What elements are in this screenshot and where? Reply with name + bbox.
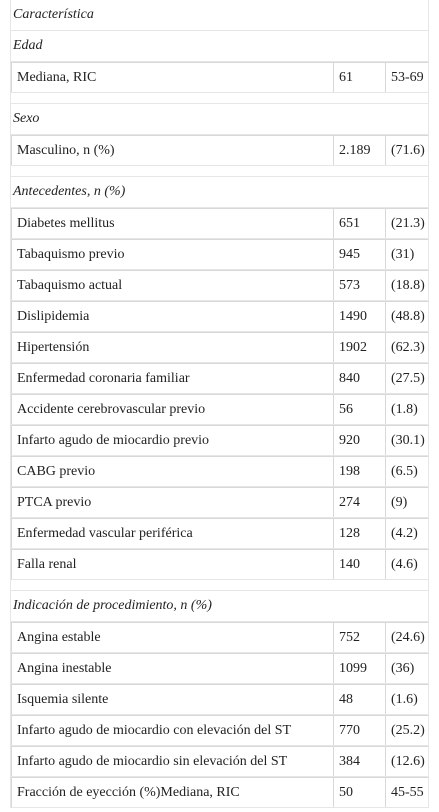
range-cell: (62.3) (385, 333, 430, 362)
label-cell: Mediana, RIC (11, 63, 333, 92)
section-title: Indicación de procedimiento, n (%) (13, 598, 212, 613)
data-row: Isquemia silente 48 (1.6) (10, 684, 429, 715)
label-cell: Accidente cerebrovascular previo (11, 395, 333, 424)
spacer-row (10, 93, 429, 104)
data-row: Accidente cerebrovascular previo 56 (1.8) (10, 394, 429, 425)
range-cell: (30.1) (385, 426, 430, 455)
value-cell: 770 (333, 716, 385, 745)
data-row: Mediana, RIC 61 53-69 (10, 62, 429, 93)
value-cell: 384 (333, 747, 385, 776)
range-cell: (36) (385, 654, 430, 683)
label-cell: Infarto agudo de miocardio con elevación… (11, 716, 333, 745)
value-cell: 920 (333, 426, 385, 455)
data-row: Dislipidemia 1490 (48.8) (10, 301, 429, 332)
value-cell: 50 (333, 778, 385, 807)
label-cell: Fracción de eyección (%)Mediana, RIC (11, 778, 333, 807)
range-cell: 53-69 (385, 63, 430, 92)
label-cell: Tabaquismo actual (11, 271, 333, 300)
label-cell: Enfermedad coronaria familiar (11, 364, 333, 393)
section-title: Sexo (13, 111, 40, 126)
data-row: Falla renal 140 (4.6) (10, 549, 429, 580)
range-cell: (4.6) (385, 550, 430, 579)
range-cell: (6.5) (385, 457, 430, 486)
value-cell: 198 (333, 457, 385, 486)
data-row: Enfermedad vascular periférica 128 (4.2) (10, 518, 429, 549)
data-row: Masculino, n (%) 2.189 (71.6) (10, 135, 429, 166)
label-cell: Falla renal (11, 550, 333, 579)
spacer-row (10, 580, 429, 591)
value-cell: 573 (333, 271, 385, 300)
data-row: Enfermedad coronaria familiar 840 (27.5) (10, 363, 429, 394)
range-cell: (24.6) (385, 623, 430, 652)
section-row: Antecedentes, n (%) (10, 177, 429, 208)
label-cell: Angina estable (11, 623, 333, 652)
section-row: Indicación de procedimiento, n (%) (10, 591, 429, 622)
label-cell: Infarto agudo de miocardio sin elevación… (11, 747, 333, 776)
data-row: Infarto agudo de miocardio con elevación… (10, 715, 429, 746)
range-cell: (18.8) (385, 271, 430, 300)
value-cell: 128 (333, 519, 385, 548)
spacer-row (10, 166, 429, 177)
value-cell: 1099 (333, 654, 385, 683)
header-cell: Característica (13, 7, 94, 22)
label-cell: Infarto agudo de miocardio previo (11, 426, 333, 455)
section-title: Antecedentes, n (%) (13, 184, 126, 199)
value-cell: 1490 (333, 302, 385, 331)
range-cell: (31) (385, 240, 430, 269)
data-row: CABG previo 198 (6.5) (10, 456, 429, 487)
range-cell: (27.5) (385, 364, 430, 393)
value-cell: 140 (333, 550, 385, 579)
value-cell: 1902 (333, 333, 385, 362)
range-cell: (25.2) (385, 716, 430, 745)
section-row: Edad (10, 31, 429, 62)
range-cell: (21.3) (385, 209, 430, 238)
value-cell: 945 (333, 240, 385, 269)
data-row: Angina inestable 1099 (36) (10, 653, 429, 684)
data-row: Diabetes mellitus 651 (21.3) (10, 208, 429, 239)
data-row: Infarto agudo de miocardio sin elevación… (10, 746, 429, 777)
range-cell: (12.6) (385, 747, 430, 776)
section-row: Sexo (10, 104, 429, 135)
header-row: Característica (10, 0, 429, 31)
range-cell: (71.6) (385, 136, 430, 165)
label-cell: CABG previo (11, 457, 333, 486)
data-row: PTCA previo 274 (9) (10, 487, 429, 518)
label-cell: Angina inestable (11, 654, 333, 683)
label-cell: Diabetes mellitus (11, 209, 333, 238)
label-cell: Isquemia silente (11, 685, 333, 714)
label-cell: Enfermedad vascular periférica (11, 519, 333, 548)
range-cell: (1.6) (385, 685, 430, 714)
data-row: Tabaquismo previo 945 (31) (10, 239, 429, 270)
value-cell: 2.189 (333, 136, 385, 165)
value-cell: 48 (333, 685, 385, 714)
range-cell: (9) (385, 488, 430, 517)
data-row: Angina estable 752 (24.6) (10, 622, 429, 653)
data-row: Tabaquismo actual 573 (18.8) (10, 270, 429, 301)
range-cell: (4.2) (385, 519, 430, 548)
data-row: Fracción de eyección (%)Mediana, RIC 50 45… (10, 777, 429, 808)
label-cell: Hipertensión (11, 333, 333, 362)
range-cell: (1.8) (385, 395, 430, 424)
label-cell: Dislipidemia (11, 302, 333, 331)
value-cell: 840 (333, 364, 385, 393)
label-cell: PTCA previo (11, 488, 333, 517)
section-title: Edad (13, 38, 43, 53)
label-cell: Tabaquismo previo (11, 240, 333, 269)
value-cell: 274 (333, 488, 385, 517)
value-cell: 651 (333, 209, 385, 238)
range-cell: 45-55 (385, 778, 430, 807)
value-cell: 752 (333, 623, 385, 652)
data-row: Infarto agudo de miocardio previo 920 (30.… (10, 425, 429, 456)
label-cell: Masculino, n (%) (11, 136, 333, 165)
value-cell: 61 (333, 63, 385, 92)
data-row: Hipertensión 1902 (62.3) (10, 332, 429, 363)
value-cell: 56 (333, 395, 385, 424)
range-cell: (48.8) (385, 302, 430, 331)
